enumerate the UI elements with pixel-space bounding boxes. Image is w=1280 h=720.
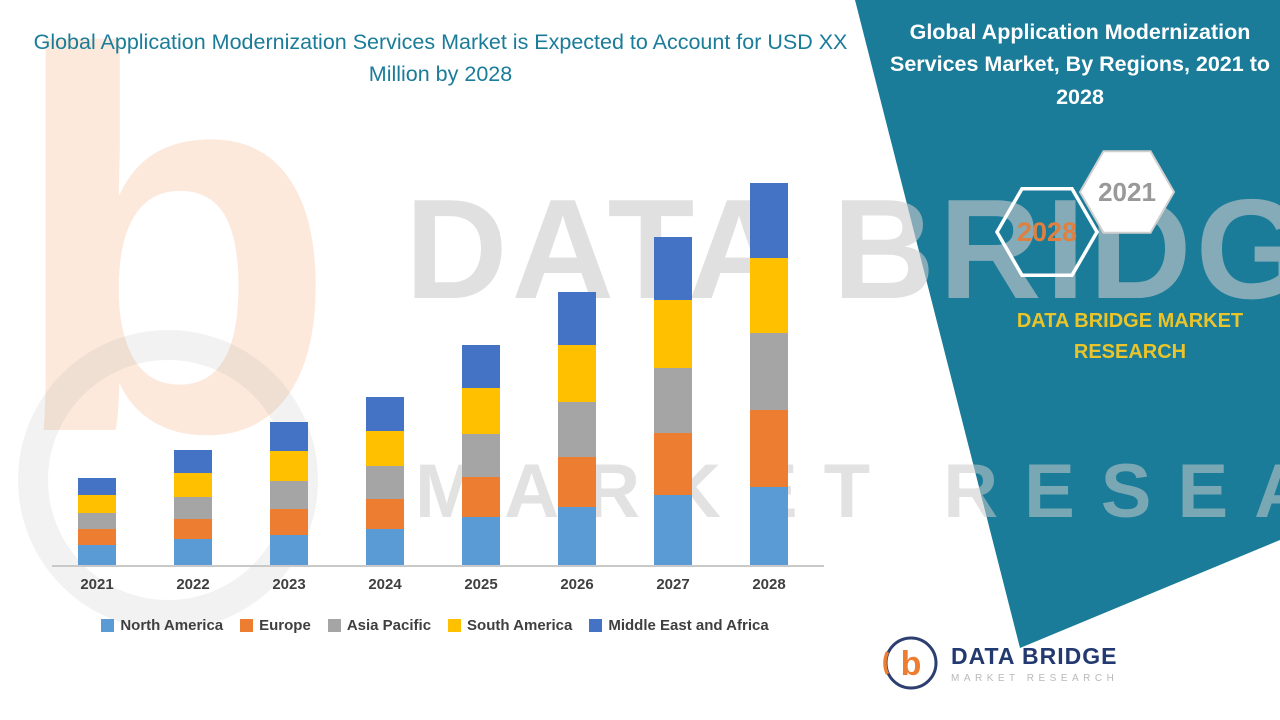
x-axis-labels: 2021 2022 2023 2024 2025 2026 2027 2028	[60, 576, 816, 598]
bar-segment-south-america	[270, 451, 308, 481]
legend-label: South America	[467, 617, 573, 634]
x-axis-label-2025: 2025	[464, 576, 498, 593]
bar-segment-europe	[366, 499, 404, 529]
bar-2027	[654, 237, 692, 565]
x-axis-label-2028: 2028	[752, 576, 786, 593]
bar-segment-asia-pacific	[750, 333, 788, 410]
x-axis-label-2022: 2022	[176, 576, 210, 593]
panel-brand-text: DATA BRIDGE MARKET RESEARCH	[1016, 310, 1244, 363]
logo-name: DATA BRIDGE	[951, 642, 1118, 669]
bar-segment-europe	[462, 477, 500, 517]
logo-text-block: DATA BRIDGE MARKET RESEARCH	[951, 643, 1118, 684]
hexagon-2028-label: 2028	[1017, 217, 1077, 247]
legend-item-europe: Europe	[240, 617, 311, 634]
bar-segment-europe	[558, 457, 596, 507]
bar-segment-asia-pacific	[654, 368, 692, 433]
bar-2024	[366, 397, 404, 565]
bar-segment-asia-pacific	[558, 402, 596, 457]
legend-item-asia-pacific: Asia Pacific	[327, 617, 432, 634]
bar-segment-middle-east-and-africa	[78, 478, 116, 495]
bar-segment-middle-east-and-africa	[174, 450, 212, 473]
x-axis-label-2021: 2021	[80, 576, 114, 593]
bar-segment-north-america	[558, 507, 596, 565]
legend-label: Asia Pacific	[346, 617, 432, 634]
bar-segment-middle-east-and-africa	[558, 292, 596, 345]
bar-2023	[270, 422, 308, 565]
bar-segment-south-america	[750, 258, 788, 333]
x-axis-label-2027: 2027	[656, 576, 690, 593]
bar-segment-europe	[270, 509, 308, 535]
bar-segment-asia-pacific	[78, 513, 116, 529]
bar-segment-south-america	[654, 300, 692, 368]
bar-segment-south-america	[78, 495, 116, 513]
bar-2025	[462, 345, 500, 565]
x-axis-line	[52, 565, 824, 567]
bar-segment-europe	[174, 519, 212, 539]
bar-2026	[558, 292, 596, 565]
bar-2028	[750, 183, 788, 565]
x-axis-label-2026: 2026	[560, 576, 594, 593]
databridge-logo: b DATA BRIDGE MARKET RESEARCH	[882, 634, 1118, 692]
bar-segment-north-america	[270, 535, 308, 565]
bar-segment-north-america	[654, 495, 692, 565]
bar-segment-asia-pacific	[366, 466, 404, 499]
databridge-logo-icon: b	[883, 636, 938, 690]
bar-segment-north-america	[462, 517, 500, 565]
legend-swatch	[589, 619, 603, 632]
chart-title: Global Application Modernization Service…	[33, 30, 848, 87]
bar-segment-middle-east-and-africa	[750, 183, 788, 258]
bar-segment-asia-pacific	[174, 497, 212, 519]
legend-label: Europe	[259, 617, 311, 634]
bar-2022	[174, 450, 212, 565]
legend-swatch	[327, 619, 341, 632]
logo-b-letter: b	[901, 645, 922, 683]
hexagon-2021-label: 2021	[1098, 177, 1156, 207]
bar-segment-europe	[78, 529, 116, 545]
bar-segment-north-america	[750, 487, 788, 565]
legend-item-north-america: North America	[101, 617, 223, 634]
stacked-bar-chart	[60, 180, 816, 565]
legend-swatch	[240, 619, 254, 632]
x-axis-label-2024: 2024	[368, 576, 402, 593]
chart-legend: North America Europe Asia Pacific South Ame…	[35, 617, 835, 634]
legend-item-south-america: South America	[448, 617, 572, 634]
hexagon-2021	[1078, 150, 1176, 234]
legend-swatch	[101, 619, 115, 632]
legend-item-middle-east-and-africa: Middle East and Africa	[589, 617, 769, 634]
bar-segment-south-america	[558, 345, 596, 402]
bar-segment-middle-east-and-africa	[462, 345, 500, 388]
bar-segment-north-america	[174, 539, 212, 565]
bar-segment-middle-east-and-africa	[270, 422, 308, 451]
legend-label: North America	[120, 617, 224, 634]
bar-segment-asia-pacific	[270, 481, 308, 509]
hexagon-2028	[994, 186, 1100, 278]
bar-segment-south-america	[366, 431, 404, 466]
bar-segment-middle-east-and-africa	[366, 397, 404, 431]
bar-2021	[78, 478, 116, 565]
bar-segment-europe	[654, 433, 692, 495]
bar-segment-north-america	[366, 529, 404, 565]
bar-segment-middle-east-and-africa	[654, 237, 692, 300]
bar-segment-asia-pacific	[462, 434, 500, 477]
logo-subtitle: MARKET RESEARCH	[951, 672, 1119, 684]
year-hexagons: 2028 2021	[994, 150, 1176, 278]
bar-segment-north-america	[78, 545, 116, 565]
x-axis-label-2023: 2023	[272, 576, 306, 593]
panel-title: Global Application Modernization Service…	[889, 20, 1270, 109]
bar-segment-europe	[750, 410, 788, 487]
legend-swatch	[448, 619, 462, 632]
bar-segment-south-america	[462, 388, 500, 434]
legend-label: Middle East and Africa	[608, 617, 769, 634]
bar-segment-south-america	[174, 473, 212, 497]
